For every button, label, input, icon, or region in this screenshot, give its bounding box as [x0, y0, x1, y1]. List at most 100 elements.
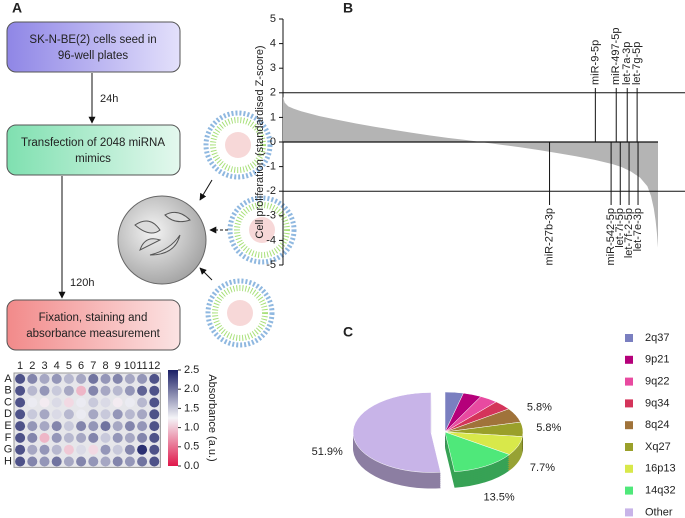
well [15, 409, 26, 420]
well [15, 444, 26, 455]
well [137, 397, 148, 408]
well [124, 409, 135, 420]
well [63, 409, 74, 420]
cells [134, 211, 191, 256]
well [88, 444, 99, 455]
annotation-label: let-7e-3p [632, 208, 644, 251]
well [124, 373, 135, 384]
colorbar [168, 370, 178, 466]
pie-value-label: 5.8% [536, 422, 561, 434]
colorbar-label: Absorbance (a.u.) [206, 374, 218, 461]
well [27, 409, 38, 420]
well [100, 385, 111, 396]
annotation-label: let-7f-2-5p [623, 208, 635, 258]
legend-swatch [625, 443, 633, 451]
well [112, 456, 123, 467]
column-label: 2 [29, 360, 35, 372]
well [137, 421, 148, 432]
liposome [203, 110, 273, 180]
well [51, 421, 62, 432]
well [88, 409, 99, 420]
well [112, 432, 123, 443]
annotation-label: miR-9-5p [589, 40, 601, 85]
cell-well [117, 195, 207, 285]
edge-label: 24h [100, 93, 118, 105]
y-tick-label: -2 [266, 185, 276, 197]
colorbar-tick-label: 2.5 [184, 364, 199, 376]
step-text: absorbance measurement [26, 328, 160, 340]
column-label: 3 [41, 360, 47, 372]
well [137, 456, 148, 467]
colorbar-tick-label: 2.0 [184, 383, 199, 395]
well [51, 385, 62, 396]
y-tick-label: -5 [266, 259, 276, 271]
edge-label: 120h [70, 277, 94, 289]
y-axis-label: Cell proliferation (standardised Z-score… [254, 45, 266, 238]
well [15, 373, 26, 384]
area [283, 96, 658, 248]
well [88, 385, 99, 396]
annotation-label: let-7g-5p [631, 42, 643, 85]
pie-value-label: 13.5% [484, 491, 515, 503]
well [124, 456, 135, 467]
annotation-label: let-7a-3p [621, 42, 633, 85]
legend-label: Xq27 [645, 441, 671, 453]
well [15, 432, 26, 443]
well [76, 385, 87, 396]
well [27, 373, 38, 384]
well [27, 421, 38, 432]
y-tick-label: 1 [270, 111, 276, 123]
well [76, 432, 87, 443]
panel-label: A [12, 0, 22, 16]
well [100, 432, 111, 443]
column-label: 7 [90, 360, 96, 372]
well [39, 397, 50, 408]
pie-value-label: 7.7% [530, 462, 555, 474]
well [39, 373, 50, 384]
well [51, 409, 62, 420]
well [63, 432, 74, 443]
well [100, 456, 111, 467]
well [100, 373, 111, 384]
well [76, 456, 87, 467]
row-label: E [4, 420, 11, 432]
well [15, 456, 26, 467]
well [27, 397, 38, 408]
y-tick-label: 4 [270, 38, 276, 50]
step-box [6, 21, 181, 73]
well [112, 421, 123, 432]
well [51, 444, 62, 455]
well [124, 421, 135, 432]
y-tick-label: -3 [266, 210, 276, 222]
well [63, 385, 74, 396]
legend-swatch [625, 486, 633, 495]
well [124, 397, 135, 408]
row-label: C [4, 396, 12, 408]
well [76, 409, 87, 420]
y-tick-label: 0 [270, 136, 276, 148]
legend-swatch [625, 355, 633, 364]
well [39, 421, 50, 432]
legend-swatch [625, 399, 633, 408]
colorbar-tick-label: 1.0 [184, 422, 199, 434]
well [137, 432, 148, 443]
well [39, 409, 50, 420]
pie-slice [444, 431, 510, 472]
annotation-label: let-7i-5p [614, 208, 626, 248]
arrow [199, 179, 213, 201]
colorbar-tick-label: 0.5 [184, 441, 199, 453]
legend-label: 9q22 [645, 376, 669, 388]
well [149, 432, 160, 443]
column-label: 6 [78, 360, 84, 372]
well [63, 397, 74, 408]
well [149, 373, 160, 384]
legend-label: 9p21 [645, 354, 669, 366]
column-label: 12 [148, 360, 160, 372]
well [15, 397, 26, 408]
well [39, 444, 50, 455]
step-text: SK-N-BE(2) cells seed in [29, 34, 156, 46]
well [137, 373, 148, 384]
arrow [199, 267, 213, 281]
well [149, 385, 160, 396]
legend-label: 16p13 [645, 463, 676, 475]
